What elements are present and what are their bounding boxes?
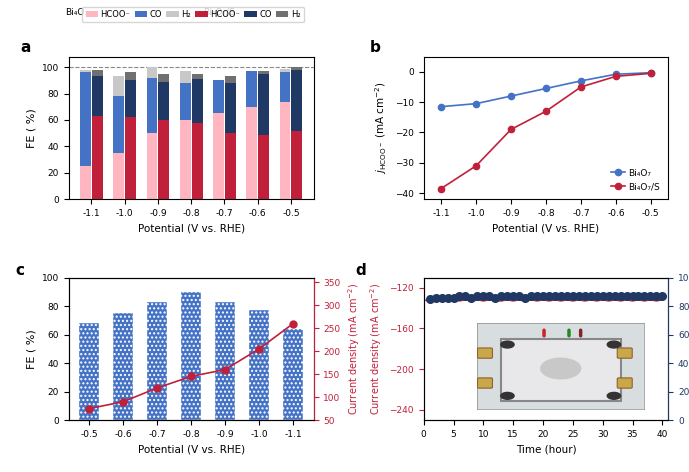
Bar (225, 76, 236, 83)
Bar (80, 73, 91, 166)
Bi₄O₇ (437, 104, 445, 110)
Bar (125, 73, 136, 80)
Line: Bi₄O₇: Bi₄O₇ (438, 69, 654, 110)
Text: d: d (355, 263, 366, 278)
Bar (181, 292, 201, 420)
Bar (213, 80, 224, 113)
Bar (180, 71, 191, 83)
Bar (246, 107, 257, 199)
Bar (246, 71, 257, 107)
Bar (113, 153, 124, 199)
Bi₄O₇/S (472, 163, 480, 169)
Text: c: c (15, 263, 24, 278)
Bar (258, 135, 269, 199)
Bar (113, 313, 134, 420)
Bi₄O₇ (507, 93, 515, 99)
Legend: Bi₄O₇, Bi₄O₇/S: Bi₄O₇, Bi₄O₇/S (608, 165, 664, 194)
Bi₄O₇/S (507, 126, 515, 132)
Bi₄O₇/S (612, 74, 620, 79)
Text: a: a (20, 40, 30, 55)
Bar (180, 83, 191, 120)
Bar (215, 302, 236, 420)
Bar (280, 68, 291, 73)
Bar (158, 82, 169, 120)
Bar (249, 310, 269, 420)
Bar (291, 131, 302, 199)
Bi₄O₇/S (542, 109, 550, 114)
Bi₄O₇/S (647, 70, 655, 76)
Bar (213, 113, 224, 199)
Bi₄O₇ (612, 71, 620, 77)
Y-axis label: Current density (mA cm$^{-2}$): Current density (mA cm$^{-2}$) (368, 283, 384, 415)
Bar (147, 67, 158, 78)
Bar (192, 74, 203, 79)
Y-axis label: Current density (mA cm$^{-2}$): Current density (mA cm$^{-2}$) (346, 283, 362, 415)
Bar (192, 123, 203, 199)
Bi₄O₇ (577, 78, 585, 84)
Bar (125, 118, 136, 199)
Text: Bi₄O₇/S: Bi₄O₇/S (203, 8, 235, 17)
Bar (125, 80, 136, 118)
Bar (280, 101, 291, 199)
Bi₄O₇ (542, 85, 550, 91)
Bar (79, 323, 99, 420)
Bar (92, 116, 103, 199)
Bar (225, 83, 236, 133)
Bar (113, 96, 124, 153)
Text: Bi₄O₇: Bi₄O₇ (65, 8, 88, 17)
Bar (158, 74, 169, 82)
Bar (192, 79, 203, 123)
Bar (92, 70, 103, 76)
X-axis label: Potential (V vs. RHE): Potential (V vs. RHE) (493, 223, 599, 234)
Bar (147, 133, 158, 199)
Bar (158, 120, 169, 199)
Y-axis label: FE ( %): FE ( %) (26, 329, 37, 369)
X-axis label: Potential (V vs. RHE): Potential (V vs. RHE) (138, 444, 245, 455)
Text: b: b (370, 40, 381, 55)
Bi₄O₇/S (577, 84, 585, 90)
Line: Bi₄O₇/S: Bi₄O₇/S (438, 70, 654, 192)
Bar (291, 70, 302, 131)
Bar (147, 302, 167, 420)
Legend: HCOO⁻, CO, H₂, HCOO⁻, CO, H₂: HCOO⁻, CO, H₂, HCOO⁻, CO, H₂ (82, 7, 304, 22)
Bar (258, 74, 269, 135)
Bar (80, 70, 91, 73)
X-axis label: Potential (V vs. RHE): Potential (V vs. RHE) (138, 223, 245, 234)
X-axis label: Time (hour): Time (hour) (515, 444, 576, 455)
Bar (283, 329, 303, 420)
Bar (80, 166, 91, 199)
Bar (291, 67, 302, 70)
Bi₄O₇ (472, 101, 480, 107)
Bar (147, 78, 158, 133)
Y-axis label: FE ( %): FE ( %) (26, 108, 37, 148)
Bar (113, 76, 124, 96)
Bar (180, 120, 191, 199)
Bar (225, 133, 236, 199)
Y-axis label: $j_{\mathrm{HCOO^-}}$ (mA cm$^{-2}$): $j_{\mathrm{HCOO^-}}$ (mA cm$^{-2}$) (373, 82, 389, 174)
Bar (280, 73, 291, 101)
Bi₄O₇/S (437, 185, 445, 191)
Bar (92, 76, 103, 116)
Bar (258, 71, 269, 74)
Bi₄O₇ (647, 70, 655, 76)
